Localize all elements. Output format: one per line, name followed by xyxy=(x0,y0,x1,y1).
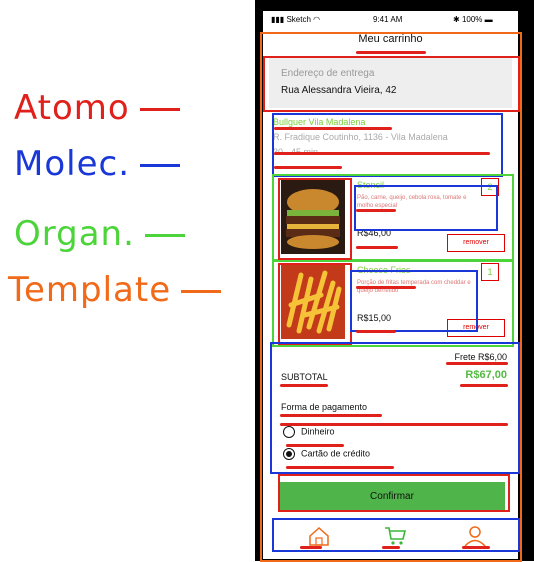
underline-restaurant-name xyxy=(274,127,392,130)
underline-total xyxy=(460,384,508,387)
fries-image xyxy=(281,265,345,339)
atom-outline-image-1 xyxy=(278,178,352,260)
underline-eta xyxy=(274,166,342,169)
organism-outline-item-1 xyxy=(272,174,514,262)
underline-home xyxy=(300,546,322,549)
underline-cash xyxy=(286,444,344,447)
radio-button-selected[interactable] xyxy=(283,448,295,460)
underline-user xyxy=(462,546,490,549)
payment-method-label: Forma de pagamento xyxy=(281,402,368,412)
underline-cart xyxy=(382,546,400,549)
cart-item: Stencil Pão, carne, queijo, cebola roxa,… xyxy=(277,176,509,256)
underline-title xyxy=(356,51,426,54)
molecule-outline-item-1 xyxy=(354,185,498,231)
remove-button[interactable]: remover xyxy=(447,234,505,252)
delivery-address[interactable]: Endereço de entrega Rua Alessandra Vieir… xyxy=(269,58,512,108)
tab-bar xyxy=(275,519,513,551)
underline-payment-line xyxy=(280,423,508,426)
status-bar: ▮▮▮ Sketch ◠ 9:41 AM ✱ 100% ▬ xyxy=(263,11,518,29)
molecule-outline-item-2 xyxy=(350,270,478,332)
page-title: Meu carrinho xyxy=(358,33,423,45)
underline-item-2-price xyxy=(356,330,396,333)
legend-molecule: Molec. xyxy=(14,144,181,184)
item-quantity[interactable]: 2 xyxy=(481,178,499,196)
organism-outline-item-2 xyxy=(272,259,514,347)
carrier-label: ▮▮▮ Sketch ◠ xyxy=(271,15,321,24)
underline-restaurant-address xyxy=(274,152,490,155)
cart-icon[interactable] xyxy=(383,525,407,547)
item-price: R$46,00 xyxy=(357,228,392,238)
home-icon[interactable] xyxy=(307,525,331,547)
status-time: 9:41 AM xyxy=(373,15,403,24)
item-description: Porção de fritas temperada com cheddar e… xyxy=(357,280,471,294)
legend-atom: Atomo xyxy=(14,88,180,128)
subtotal-label: SUBTOTAL xyxy=(281,372,328,382)
underline-item-1-name xyxy=(356,209,396,212)
atom-outline-confirm xyxy=(278,474,510,512)
confirm-button[interactable]: Confirmar xyxy=(279,482,505,512)
address-label: Endereço de entrega xyxy=(281,68,375,79)
burger-image xyxy=(281,180,345,254)
item-quantity[interactable]: 1 xyxy=(481,263,499,281)
molecule-outline-summary xyxy=(270,342,520,474)
address-value: Rua Alessandra Vieira, 42 xyxy=(281,85,397,96)
underline-item-1-price xyxy=(356,246,398,249)
payment-option-cash[interactable]: Dinheiro xyxy=(283,426,335,438)
molecule-outline-tabbar xyxy=(272,518,520,552)
atom-outline-address xyxy=(263,56,520,112)
underline-frete xyxy=(446,362,508,365)
molecule-outline-restaurant xyxy=(272,113,503,177)
item-description: Pão, carne, queijo, cebola roxa, tomate … xyxy=(357,195,467,209)
subtotal-value: R$67,00 xyxy=(465,369,507,381)
battery-indicator: ✱ 100% ▬ xyxy=(453,15,493,24)
user-icon[interactable] xyxy=(463,525,487,547)
shipping-fee: Frete R$6,00 xyxy=(454,352,507,362)
underline-subtotal xyxy=(280,384,328,387)
item-price: R$15,00 xyxy=(357,313,392,323)
underline-item-2-name xyxy=(356,286,416,289)
payment-option-credit-card[interactable]: Cartão de crédito xyxy=(283,448,370,460)
underline-credit xyxy=(286,466,394,469)
atom-outline-image-2 xyxy=(278,263,352,345)
restaurant-address: R. Fradique Coutinho, 1136 - Vila Madale… xyxy=(273,132,448,142)
legend-template: Template xyxy=(8,270,222,310)
radio-button[interactable] xyxy=(283,426,295,438)
restaurant-name: Bullguer Vila Madalena xyxy=(273,117,366,127)
order-summary: Frete R$6,00 SUBTOTAL R$67,00 Forma de p… xyxy=(275,344,515,474)
underline-payment xyxy=(280,414,382,417)
legend-organism: Organ. xyxy=(14,214,185,254)
